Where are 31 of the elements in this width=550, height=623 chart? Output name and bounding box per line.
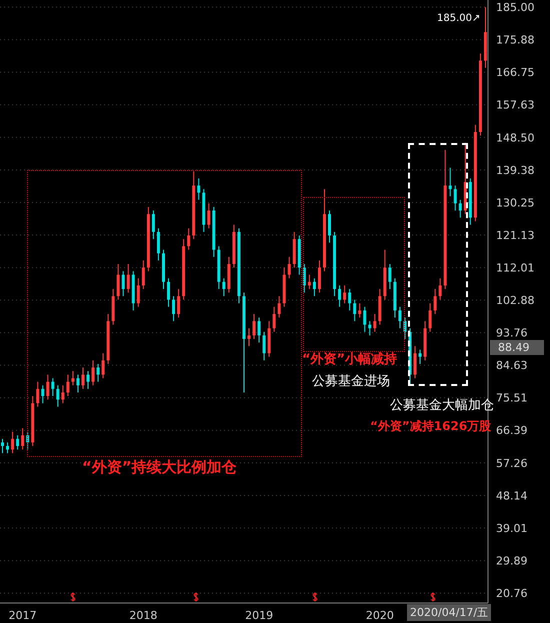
y-tick-label: 29.89 [496,554,528,568]
y-tick-label: 112.01 [496,261,534,274]
y-tick-label: 102.88 [496,294,534,308]
y-tick-label: 84.63 [496,359,528,372]
y-tick-label: 57.26 [496,456,528,470]
y-tick-label: 166.75 [496,66,534,80]
y-tick-label: 175.88 [496,34,534,47]
y-tick-label: 66.39 [496,424,528,438]
annotation: 185.00↗ [437,13,480,24]
y-tick-label: 39.01 [496,522,528,535]
annotation: 公募基金进场 [312,373,390,390]
y-tick-label: 148.50 [496,131,534,144]
x-tick-label: 2019 [245,608,274,622]
y-tick-label: 130.25 [496,196,534,210]
x-tick-label: 2017 [8,608,37,622]
annotation: “外资”小幅减持 [302,351,398,368]
x-tick-label: 2018 [129,608,158,622]
annotation: “外资”持续大比例加仓 [82,458,237,477]
y-tick-label: 157.63 [496,98,534,112]
y-tick-label: 75.51 [496,392,528,405]
y-tick-label: 20.76 [496,587,528,600]
y-tick-label: 48.14 [496,489,528,502]
x-tick-label: 2020 [366,608,394,622]
annotation: 公募基金大幅加仓 [390,397,494,414]
y-tick-label: 93.76 [496,326,528,340]
annotation: “外资”减持1626万股 [370,418,492,435]
y-tick-label: 185.00 [496,1,534,14]
text: 2020/04/17/五 [407,604,492,621]
text: 88.49 [490,340,544,355]
y-tick-label: 121.13 [496,228,534,242]
y-tick-label: 139.38 [496,164,534,177]
